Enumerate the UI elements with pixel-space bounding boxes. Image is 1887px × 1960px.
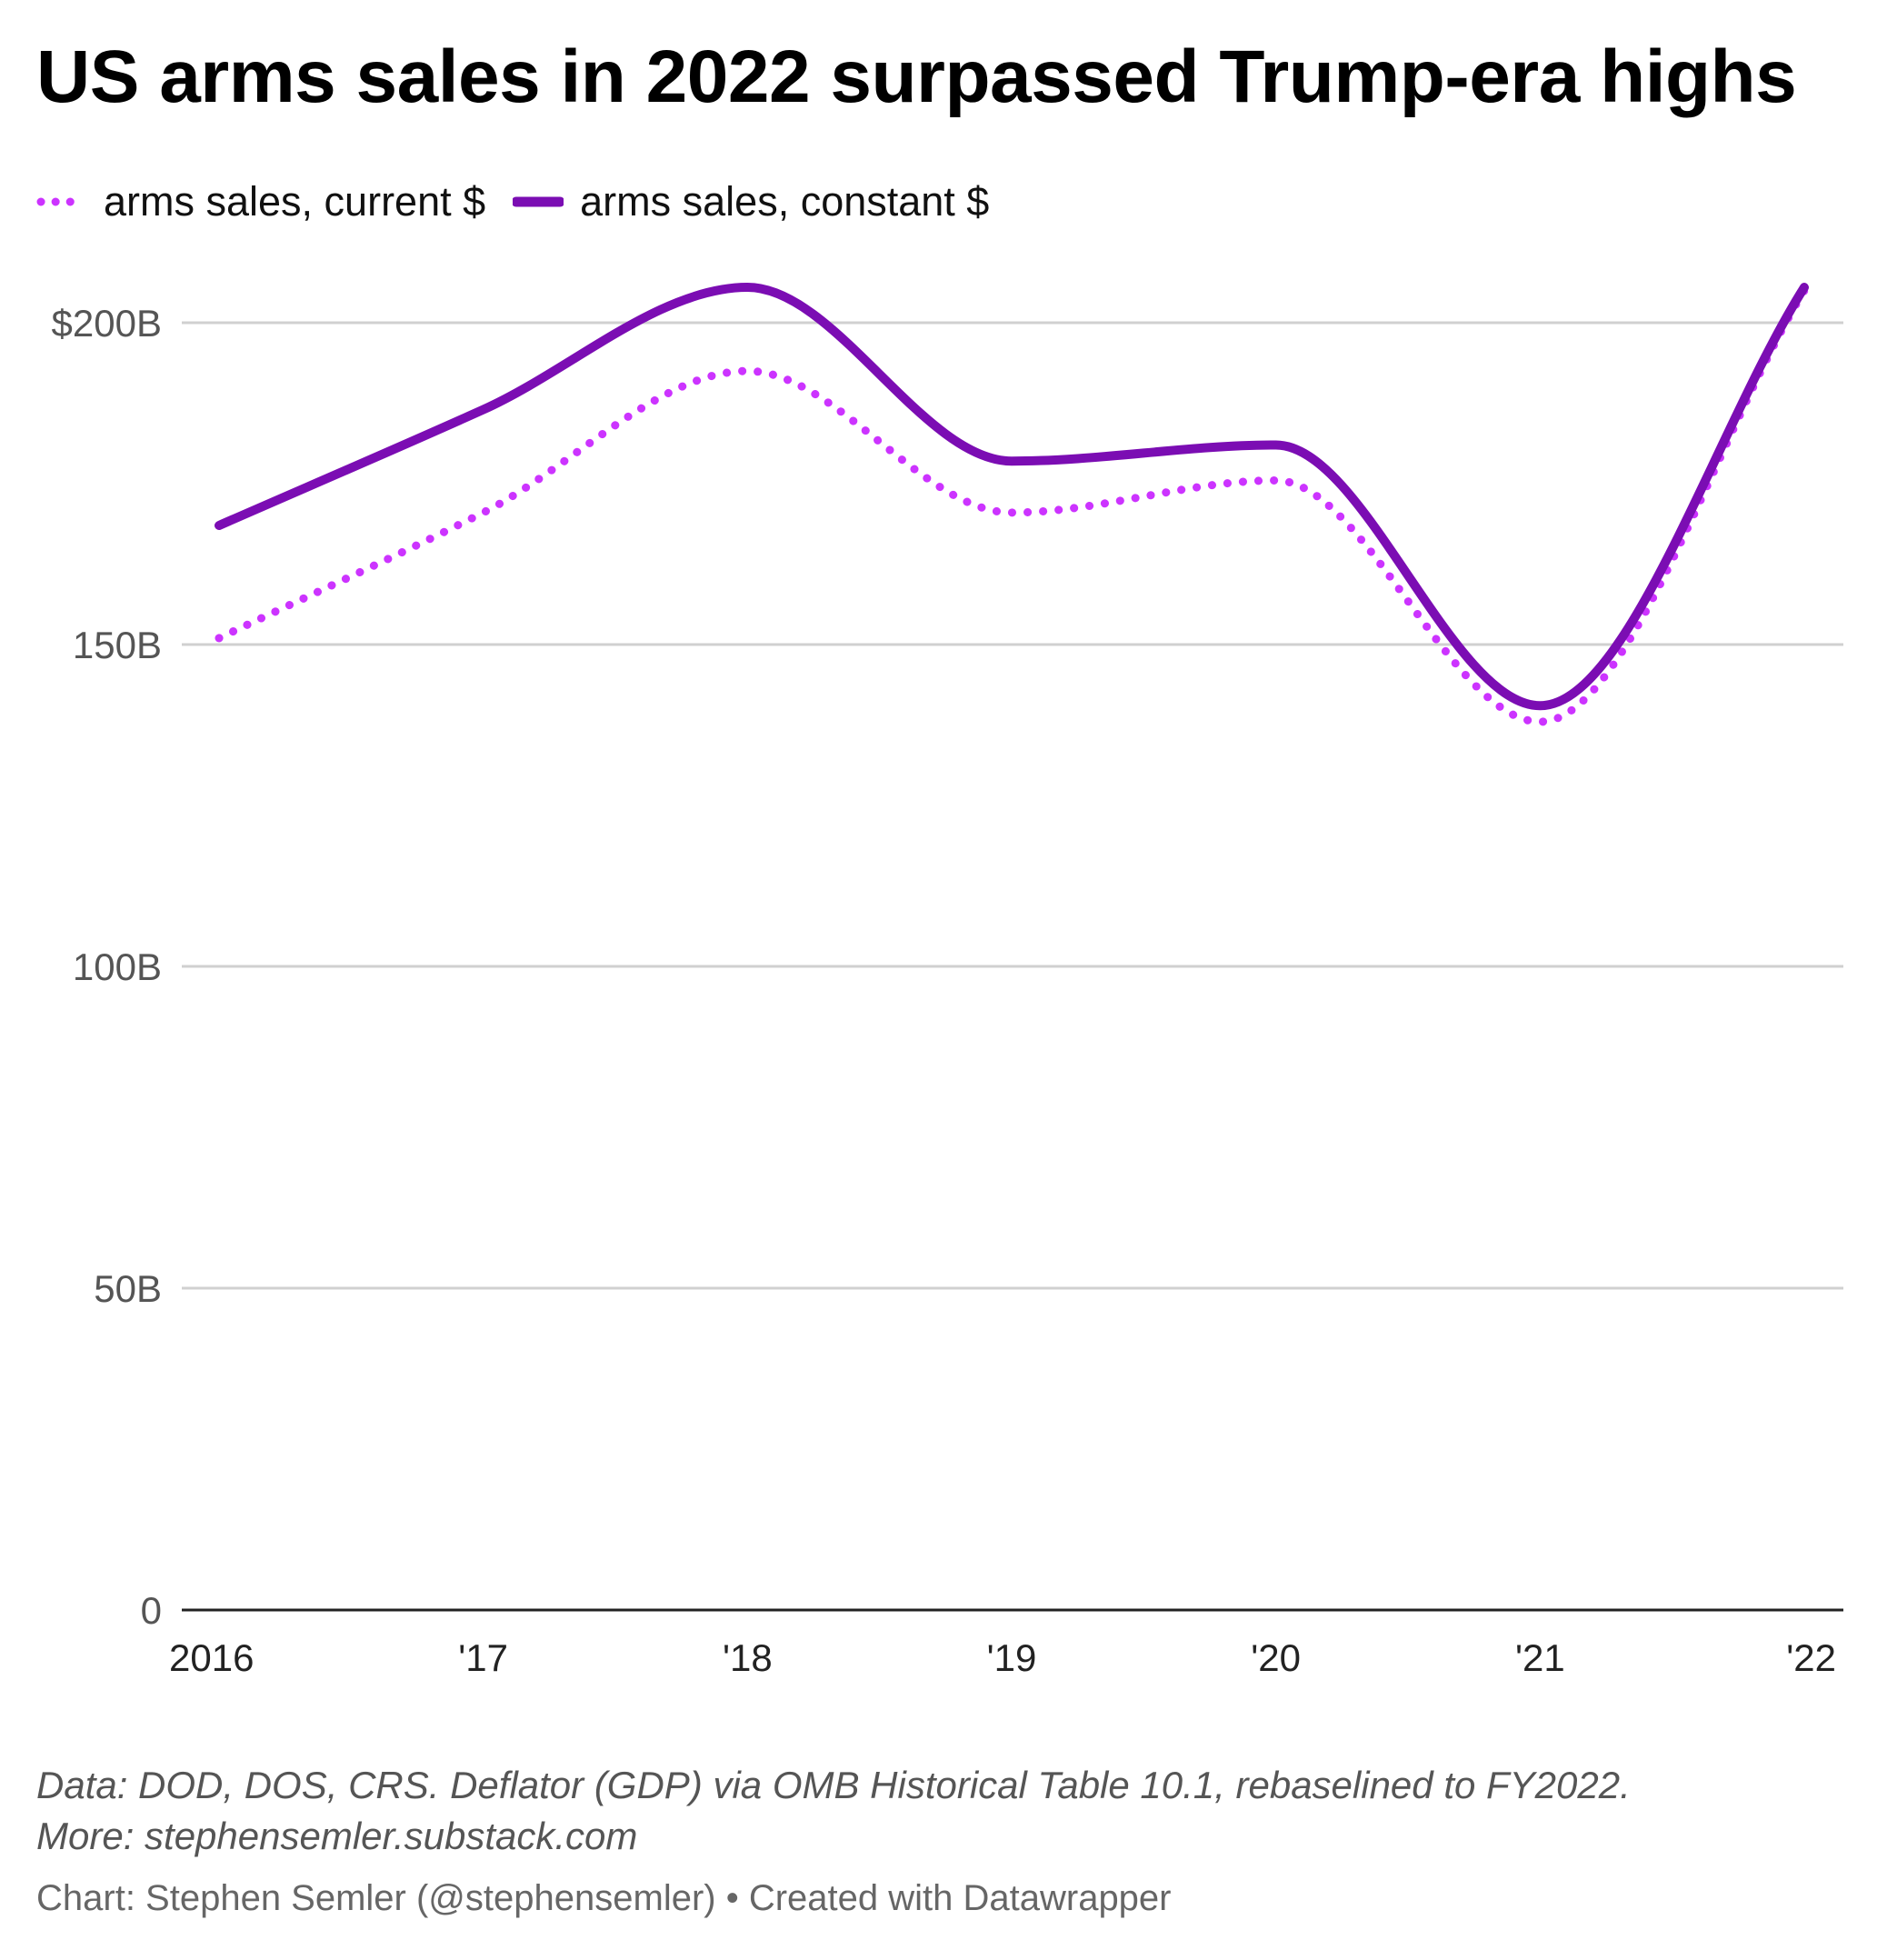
y-tick-label: 0	[141, 1589, 162, 1632]
legend-swatch-solid	[513, 196, 564, 207]
series-line-constant	[215, 283, 1809, 711]
source-note: Data: DOD, DOS, CRS. Deflator (GDP) via …	[36, 1764, 1631, 1806]
data-point	[215, 635, 223, 642]
y-tick-label: 50B	[94, 1267, 162, 1310]
x-tick-label: '18	[723, 1636, 773, 1679]
data-point	[1008, 509, 1015, 516]
data-point	[1273, 442, 1280, 449]
data-point	[480, 509, 487, 516]
x-tick-label: '21	[1515, 1636, 1565, 1679]
chart-title: US arms sales in 2022 surpassed Trump-er…	[36, 35, 1797, 118]
credit-line: Chart: Stephen Semler (@stephensemler) •…	[36, 1878, 1172, 1918]
x-tick-label: '19	[987, 1636, 1037, 1679]
legend-item-constant: arms sales, constant $	[513, 178, 989, 225]
more-link-note[interactable]: More: stephensemler.substack.com	[36, 1815, 638, 1857]
line-chart: 0 50B 100B 150B $200B 2016 '17 '18 '19 '20 '21 '22	[52, 283, 1843, 1679]
data-point	[1008, 457, 1015, 465]
data-point	[1273, 476, 1280, 484]
x-tick-label: '20	[1251, 1636, 1301, 1679]
series-line-current	[215, 286, 1809, 726]
legend-label-constant: arms sales, constant $	[580, 178, 990, 225]
data-point	[215, 522, 223, 529]
data-point	[1801, 284, 1808, 291]
x-tick-label: '22	[1786, 1636, 1836, 1679]
x-tick-label: 2016	[169, 1636, 254, 1679]
legend-item-current: arms sales, current $	[36, 178, 485, 225]
legend-label-current: arms sales, current $	[104, 178, 486, 225]
data-point	[744, 284, 751, 291]
legend: arms sales, current $ arms sales, consta…	[36, 178, 1016, 225]
data-point	[1536, 702, 1543, 709]
y-tick-label: $200B	[52, 302, 162, 345]
y-tick-label: 100B	[73, 945, 162, 988]
data-point	[744, 367, 751, 375]
data-point	[1536, 718, 1543, 725]
y-tick-label: 150B	[73, 624, 162, 666]
x-tick-label: '17	[458, 1636, 508, 1679]
data-point	[480, 406, 487, 414]
